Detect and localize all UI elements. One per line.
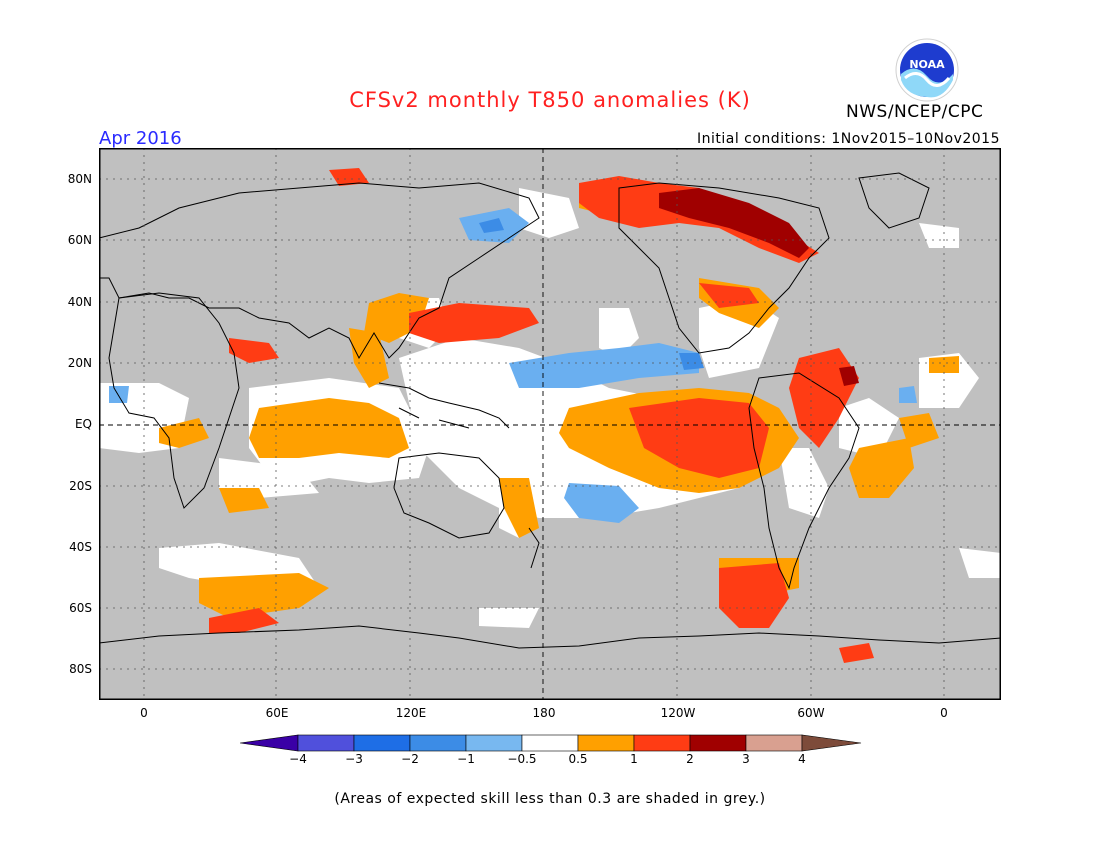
cool-anomalies bbox=[109, 208, 917, 523]
map-title: CFSv2 monthly T850 anomalies (K) bbox=[349, 88, 751, 112]
lat-label-eq: EQ bbox=[74, 417, 92, 431]
legend-swatch-2-3 bbox=[689, 734, 747, 752]
legend-label-m2: −2 bbox=[401, 752, 419, 766]
lon-label-60e: 60E bbox=[265, 706, 289, 720]
agency-label: NWS/NCEP/CPC bbox=[846, 102, 984, 122]
legend-swatch-1-2 bbox=[633, 734, 691, 752]
australia-outline bbox=[393, 452, 505, 539]
eurasia-outline bbox=[99, 182, 540, 360]
legend-swatch-m2-m1 bbox=[409, 734, 467, 752]
legend-label-m3: −3 bbox=[345, 752, 363, 766]
initial-conditions: Initial conditions: 1Nov2015–10Nov2015 bbox=[696, 131, 1000, 147]
lat-label-80n: 80N bbox=[67, 172, 92, 186]
legend-swatch-05-1 bbox=[577, 734, 635, 752]
forecast-period: Apr 2016 bbox=[99, 128, 182, 149]
south-america-outline bbox=[748, 372, 860, 590]
lat-label-20n: 20N bbox=[67, 356, 92, 370]
logo-text: NOAA bbox=[909, 58, 945, 71]
color-legend-bar bbox=[240, 734, 862, 752]
legend-swatch-m4-m3 bbox=[297, 734, 355, 752]
legend-swatch-below-m4 bbox=[240, 734, 299, 752]
legend-label-m05: −0.5 bbox=[507, 752, 537, 766]
noaa-logo: NOAA bbox=[895, 38, 959, 102]
graticule bbox=[99, 148, 1001, 700]
warm-anomalies-moderate bbox=[209, 168, 874, 663]
lon-label-0-east: 0 bbox=[940, 706, 948, 720]
skill-footnote: (Areas of expected skill less than 0.3 a… bbox=[334, 791, 766, 807]
lat-label-80s: 80S bbox=[69, 662, 92, 676]
legend-label-m1: −1 bbox=[457, 752, 475, 766]
north-america-outline bbox=[618, 182, 830, 354]
legend-swatch-m1-m05 bbox=[465, 734, 523, 752]
lat-label-60s: 60S bbox=[69, 601, 92, 615]
antarctica-outline bbox=[99, 625, 1001, 649]
africa-outline bbox=[108, 292, 240, 509]
legend-swatch-3-4 bbox=[745, 734, 803, 752]
legend-label-3: 3 bbox=[742, 752, 750, 766]
lon-label-60w: 60W bbox=[797, 706, 825, 720]
lat-label-40n: 40N bbox=[67, 295, 92, 309]
legend-swatch-above-4 bbox=[801, 734, 862, 752]
legend-swatch-neutral bbox=[521, 734, 579, 752]
legend-label-m4: −4 bbox=[289, 752, 307, 766]
lon-label-180: 180 bbox=[532, 706, 556, 720]
lat-label-60n: 60N bbox=[67, 233, 92, 247]
legend-label-2: 2 bbox=[686, 752, 694, 766]
warm-anomalies-strong bbox=[659, 188, 859, 386]
greenland-outline bbox=[858, 172, 930, 229]
lon-label-0-west: 0 bbox=[140, 706, 148, 720]
legend-label-05: 0.5 bbox=[568, 752, 588, 766]
maritime-continent-outline bbox=[378, 382, 510, 429]
equator-dateline bbox=[99, 148, 1001, 700]
lat-label-40s: 40S bbox=[69, 540, 92, 554]
legend-swatch-m3-m2 bbox=[353, 734, 411, 752]
anomaly-map bbox=[99, 148, 1001, 700]
legend-label-4: 4 bbox=[798, 752, 806, 766]
new-zealand-outline bbox=[528, 527, 540, 569]
lat-label-20s: 20S bbox=[69, 479, 92, 493]
continent-outlines bbox=[99, 172, 1001, 649]
lon-label-120e: 120E bbox=[395, 706, 427, 720]
map-frame bbox=[99, 148, 1001, 700]
lon-label-120w: 120W bbox=[660, 706, 696, 720]
legend-label-1: 1 bbox=[630, 752, 638, 766]
